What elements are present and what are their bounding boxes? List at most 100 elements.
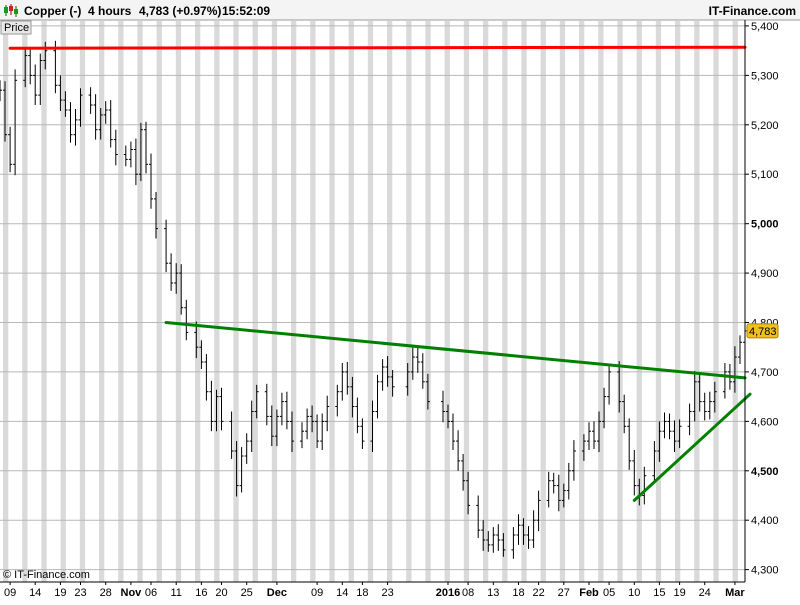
x-tick-label: 23 bbox=[74, 587, 86, 599]
brand-name: IT-Finance.com bbox=[709, 4, 796, 18]
x-tick-label: 19 bbox=[54, 587, 66, 599]
ascending-trendline[interactable] bbox=[632, 392, 752, 502]
y-tick-label: 5,000 bbox=[751, 219, 779, 231]
x-tick-label: 14 bbox=[336, 587, 348, 599]
x-tick-label: 28 bbox=[100, 587, 112, 599]
y-tick-label: 5,100 bbox=[751, 169, 779, 181]
clock-time: 15:52:09 bbox=[222, 4, 270, 18]
annotation-lines[interactable] bbox=[8, 45, 752, 502]
time-band bbox=[291, 21, 297, 582]
time-band bbox=[118, 21, 124, 582]
x-tick-label: 20 bbox=[215, 587, 227, 599]
time-band bbox=[502, 21, 508, 582]
x-tick-label: 25 bbox=[241, 587, 253, 599]
last-price-tag bbox=[746, 323, 779, 339]
time-band bbox=[579, 21, 585, 582]
time-band bbox=[348, 21, 354, 582]
time-band bbox=[636, 21, 642, 582]
y-tick-label: 4,900 bbox=[751, 268, 779, 280]
last-price-change: 4,783 (+0.97%) bbox=[139, 4, 221, 18]
time-band bbox=[271, 21, 278, 582]
x-tick-label: 22 bbox=[532, 587, 544, 599]
x-tick-label: 13 bbox=[487, 587, 499, 599]
x-tick-label: Feb bbox=[579, 587, 599, 599]
candlestick-logo-icon bbox=[4, 4, 18, 17]
y-tick-label: 5,400 bbox=[751, 21, 779, 33]
time-band bbox=[329, 21, 335, 582]
instrument-name: Copper (-) bbox=[24, 4, 81, 18]
time-band bbox=[675, 21, 681, 582]
x-tick-label: 05 bbox=[603, 587, 615, 599]
time-band bbox=[540, 21, 546, 582]
x-tick-label: 18 bbox=[356, 587, 368, 599]
price-series bbox=[0, 40, 747, 559]
time-band bbox=[617, 21, 623, 582]
x-tick-label: 08 bbox=[462, 587, 474, 599]
time-band bbox=[79, 21, 86, 582]
panel-label-box bbox=[0, 20, 32, 35]
time-band bbox=[732, 21, 738, 582]
x-tick-label: 14 bbox=[29, 587, 41, 599]
x-tick-label: Nov bbox=[121, 587, 143, 599]
x-tick-label: 18 bbox=[512, 587, 524, 599]
time-band bbox=[41, 21, 47, 582]
time-band bbox=[694, 21, 700, 582]
x-tick-label: 23 bbox=[381, 587, 393, 599]
time-band bbox=[99, 21, 105, 582]
time-band bbox=[655, 21, 662, 582]
descending-trendline[interactable] bbox=[164, 321, 747, 380]
y-tick-label: 4,700 bbox=[751, 367, 779, 379]
x-tick-label: 27 bbox=[558, 587, 570, 599]
time-band bbox=[387, 21, 393, 582]
x-tick-label: 09 bbox=[311, 587, 323, 599]
x-tick-label: Dec bbox=[267, 587, 287, 599]
time-band bbox=[598, 21, 604, 582]
time-band bbox=[521, 21, 527, 582]
copyright-text: © IT-Finance.com bbox=[3, 569, 90, 581]
time-band bbox=[483, 21, 489, 582]
time-band bbox=[559, 21, 566, 582]
time-band bbox=[713, 21, 719, 582]
time-band bbox=[233, 21, 239, 582]
x-tick-label: 09 bbox=[4, 587, 16, 599]
time-bands bbox=[3, 21, 738, 582]
resistance-line[interactable] bbox=[8, 45, 747, 50]
time-band bbox=[195, 21, 201, 582]
time-band bbox=[60, 21, 66, 582]
panel-label: Price bbox=[4, 22, 29, 34]
x-tick-label: 24 bbox=[699, 587, 711, 599]
x-tick-label: Mar bbox=[725, 587, 745, 599]
x-tick-label: 10 bbox=[628, 587, 640, 599]
y-tick-label: 5,200 bbox=[751, 120, 779, 132]
x-tick-label: 06 bbox=[145, 587, 157, 599]
x-tick-label: 16 bbox=[195, 587, 207, 599]
time-band bbox=[3, 21, 9, 582]
time-band bbox=[310, 21, 316, 582]
x-tick-label: 19 bbox=[673, 587, 685, 599]
y-tick-label: 4,400 bbox=[751, 515, 779, 527]
y-tick-label: 5,300 bbox=[751, 70, 779, 82]
time-band bbox=[444, 21, 450, 582]
time-band bbox=[252, 21, 258, 582]
x-tick-label: 15 bbox=[653, 587, 665, 599]
y-tick-label: 4,600 bbox=[751, 416, 779, 428]
time-band bbox=[137, 21, 143, 582]
time-band bbox=[406, 21, 412, 582]
timeframe: 4 hours bbox=[88, 4, 132, 18]
time-band bbox=[175, 21, 182, 582]
time-band bbox=[463, 21, 470, 582]
time-band bbox=[425, 21, 431, 582]
time-band bbox=[156, 21, 162, 582]
time-band bbox=[367, 21, 374, 582]
x-tick-label: 2016 bbox=[436, 587, 460, 599]
time-band bbox=[214, 21, 220, 582]
x-tick-label: 11 bbox=[170, 587, 181, 599]
y-tick-label: 4,500 bbox=[751, 466, 779, 478]
y-tick-label: 4,300 bbox=[751, 565, 779, 577]
time-axis: 09 14 19 23 28 Nov 06 11 16 20 25 Dec 09 14 18 23 2016 08… bbox=[4, 582, 745, 599]
time-band bbox=[22, 21, 28, 582]
header-bar bbox=[0, 0, 800, 20]
